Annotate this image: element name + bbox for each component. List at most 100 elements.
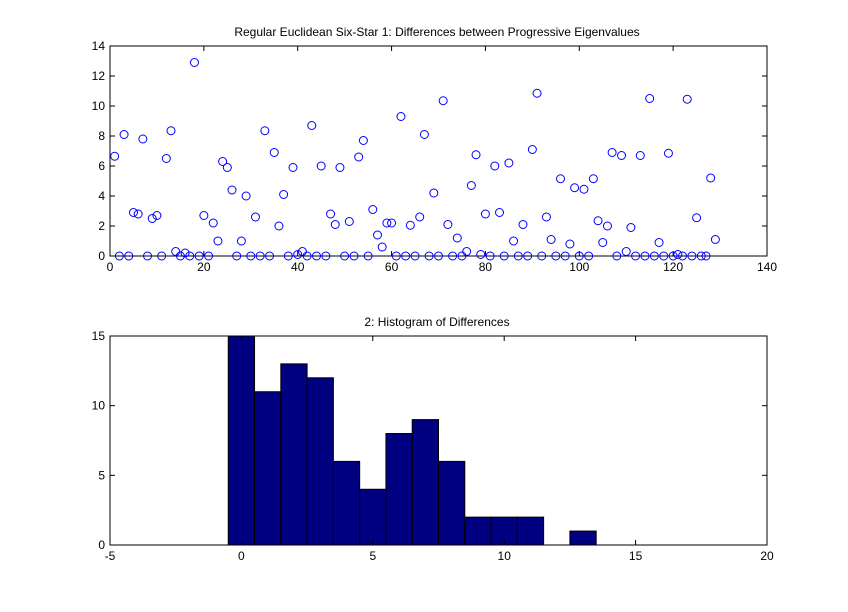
scatter-point	[485, 251, 495, 261]
scatter-point	[297, 247, 307, 256]
scatter-point	[124, 251, 134, 261]
scatter-point	[274, 221, 284, 231]
scatter-point	[457, 251, 467, 261]
scatter-point	[495, 208, 505, 217]
histogram-bar	[569, 530, 597, 546]
scatter-point	[476, 250, 486, 259]
histogram-x-tick-label: 5	[369, 549, 376, 563]
scatter-point	[335, 163, 345, 172]
scatter-point	[682, 94, 692, 104]
scatter-axes-box	[109, 45, 768, 257]
scatter-point	[602, 221, 612, 231]
scatter-point	[513, 251, 523, 261]
scatter-point	[344, 217, 354, 226]
scatter-point	[157, 251, 167, 261]
scatter-point	[621, 247, 631, 256]
scatter-y-ticks: 0 2 4 6 8 10 12 14	[92, 39, 767, 263]
scatter-point	[415, 212, 425, 222]
scatter-point	[269, 148, 279, 157]
scatter-point	[396, 112, 406, 121]
scatter-point	[133, 209, 143, 219]
scatter-point	[321, 251, 331, 261]
scatter-point	[293, 250, 303, 259]
scatter-point	[283, 251, 293, 261]
scatter-point	[645, 94, 655, 103]
histogram-y-tick-label: 5	[98, 468, 105, 482]
scatter-point	[213, 236, 223, 246]
scatter-point	[579, 184, 589, 194]
scatter-point	[410, 251, 420, 261]
scatter-point	[246, 251, 256, 261]
scatter-point	[391, 251, 401, 261]
scatter-point	[607, 148, 617, 157]
scatter-point	[452, 233, 462, 243]
scatter-point	[110, 151, 120, 161]
scatter-y-tick-label: 4	[98, 189, 105, 203]
histogram-panel: 2: Histogram of Differences -5 0 5 10 15 20 0…	[92, 315, 774, 563]
scatter-point	[405, 220, 415, 230]
scatter-point	[307, 121, 317, 130]
scatter-y-tick-label: 14	[92, 39, 106, 53]
scatter-point	[706, 173, 716, 183]
scatter-point	[143, 251, 153, 261]
scatter-point	[612, 251, 622, 261]
scatter-point	[222, 163, 232, 172]
scatter-point	[175, 251, 185, 261]
scatter-point	[617, 151, 627, 160]
scatter-point	[429, 188, 439, 198]
scatter-point	[419, 130, 429, 139]
scatter-point	[541, 212, 551, 222]
scatter-point	[527, 145, 537, 154]
scatter-point	[480, 209, 490, 219]
scatter-point	[330, 220, 340, 229]
histogram-bar	[359, 488, 387, 546]
scatter-point	[556, 174, 566, 184]
scatter-point	[509, 236, 519, 246]
scatter-panel: Regular Euclidean Six-Star 1: Difference…	[92, 25, 778, 274]
histogram-bar	[332, 460, 361, 546]
scatter-point	[114, 251, 124, 261]
scatter-point	[687, 251, 697, 261]
scatter-point	[387, 218, 397, 228]
scatter-point	[499, 251, 509, 261]
scatter-point	[349, 251, 359, 261]
scatter-point	[241, 191, 251, 201]
histogram-bar	[438, 460, 466, 546]
histogram-title: 2: Histogram of Differences	[364, 315, 509, 329]
histogram-bars	[227, 335, 597, 546]
scatter-point	[265, 251, 275, 261]
scatter-point	[532, 88, 542, 98]
scatter-point	[368, 205, 378, 214]
scatter-point	[560, 251, 570, 261]
scatter-point	[434, 251, 443, 261]
scatter-point	[152, 211, 162, 220]
histogram-y-ticks: 0 5 10 15	[92, 329, 767, 552]
scatter-point	[218, 157, 228, 166]
scatter-point	[232, 251, 242, 261]
scatter-point	[537, 251, 547, 261]
histogram-bar	[411, 419, 440, 546]
scatter-point	[678, 251, 688, 261]
scatter-point	[358, 136, 368, 145]
scatter-point	[565, 239, 575, 249]
scatter-point	[128, 208, 138, 217]
scatter-point	[185, 251, 195, 261]
scatter-point	[382, 218, 392, 228]
scatter-point	[363, 251, 373, 261]
scatter-point	[546, 235, 556, 244]
scatter-point	[189, 58, 199, 67]
scatter-point	[518, 220, 528, 229]
scatter-point	[377, 242, 387, 252]
scatter-point	[372, 230, 382, 240]
scatter-point	[180, 248, 190, 258]
scatter-point	[166, 126, 176, 136]
scatter-point	[311, 251, 321, 261]
scatter-point	[574, 251, 584, 261]
scatter-point	[631, 251, 641, 261]
scatter-y-tick-label: 10	[92, 99, 106, 113]
scatter-point	[635, 151, 645, 160]
scatter-point	[448, 251, 458, 261]
scatter-point	[701, 251, 711, 261]
scatter-point	[551, 251, 561, 261]
